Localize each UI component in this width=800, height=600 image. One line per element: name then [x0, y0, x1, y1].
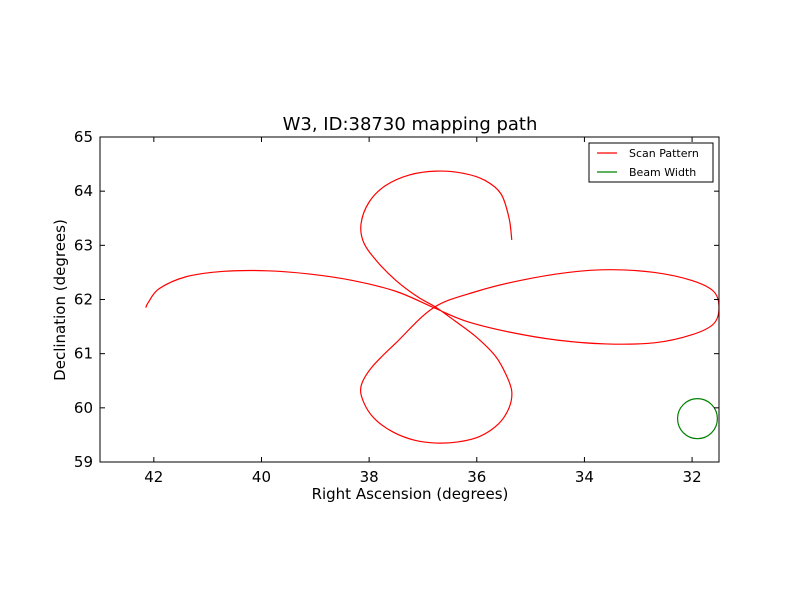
y-axis-ticks: 59 60 61 62 63 64 65	[74, 128, 719, 471]
x-tick-label: 38	[360, 468, 379, 486]
y-axis-label: Declination (degrees)	[51, 219, 69, 381]
series-circle-beam-width	[676, 398, 718, 440]
y-tick-label: 59	[74, 453, 93, 471]
x-tick-label: 42	[144, 468, 163, 486]
plot-background	[100, 137, 719, 462]
x-tick-label: 34	[575, 468, 594, 486]
x-tick-label: 32	[683, 468, 702, 486]
legend-label-scan-pattern: Scan Pattern	[629, 147, 699, 160]
x-axis-ticks: 42 40 38 36 34 32	[144, 137, 702, 486]
y-tick-label: 65	[74, 128, 93, 146]
plot-area: 42 40 38 36 34 32 59 60 61 62 63 64 65	[74, 128, 720, 486]
x-axis-label: Right Ascension (degrees)	[312, 485, 509, 503]
y-tick-label: 64	[74, 182, 93, 200]
legend: Scan Pattern Beam Width	[588, 142, 714, 183]
y-tick-label: 63	[74, 236, 93, 254]
legend-box	[588, 142, 714, 183]
legend-label-beam-width: Beam Width	[629, 166, 696, 179]
series-layer	[145, 170, 719, 444]
x-tick-label: 40	[252, 468, 271, 486]
y-tick-label: 60	[74, 399, 93, 417]
series-line-scan-pattern	[145, 170, 719, 444]
y-tick-label: 61	[74, 345, 93, 363]
y-tick-label: 62	[74, 291, 93, 309]
x-tick-label: 36	[467, 468, 486, 486]
chart-title: W3, ID:38730 mapping path	[283, 114, 538, 135]
